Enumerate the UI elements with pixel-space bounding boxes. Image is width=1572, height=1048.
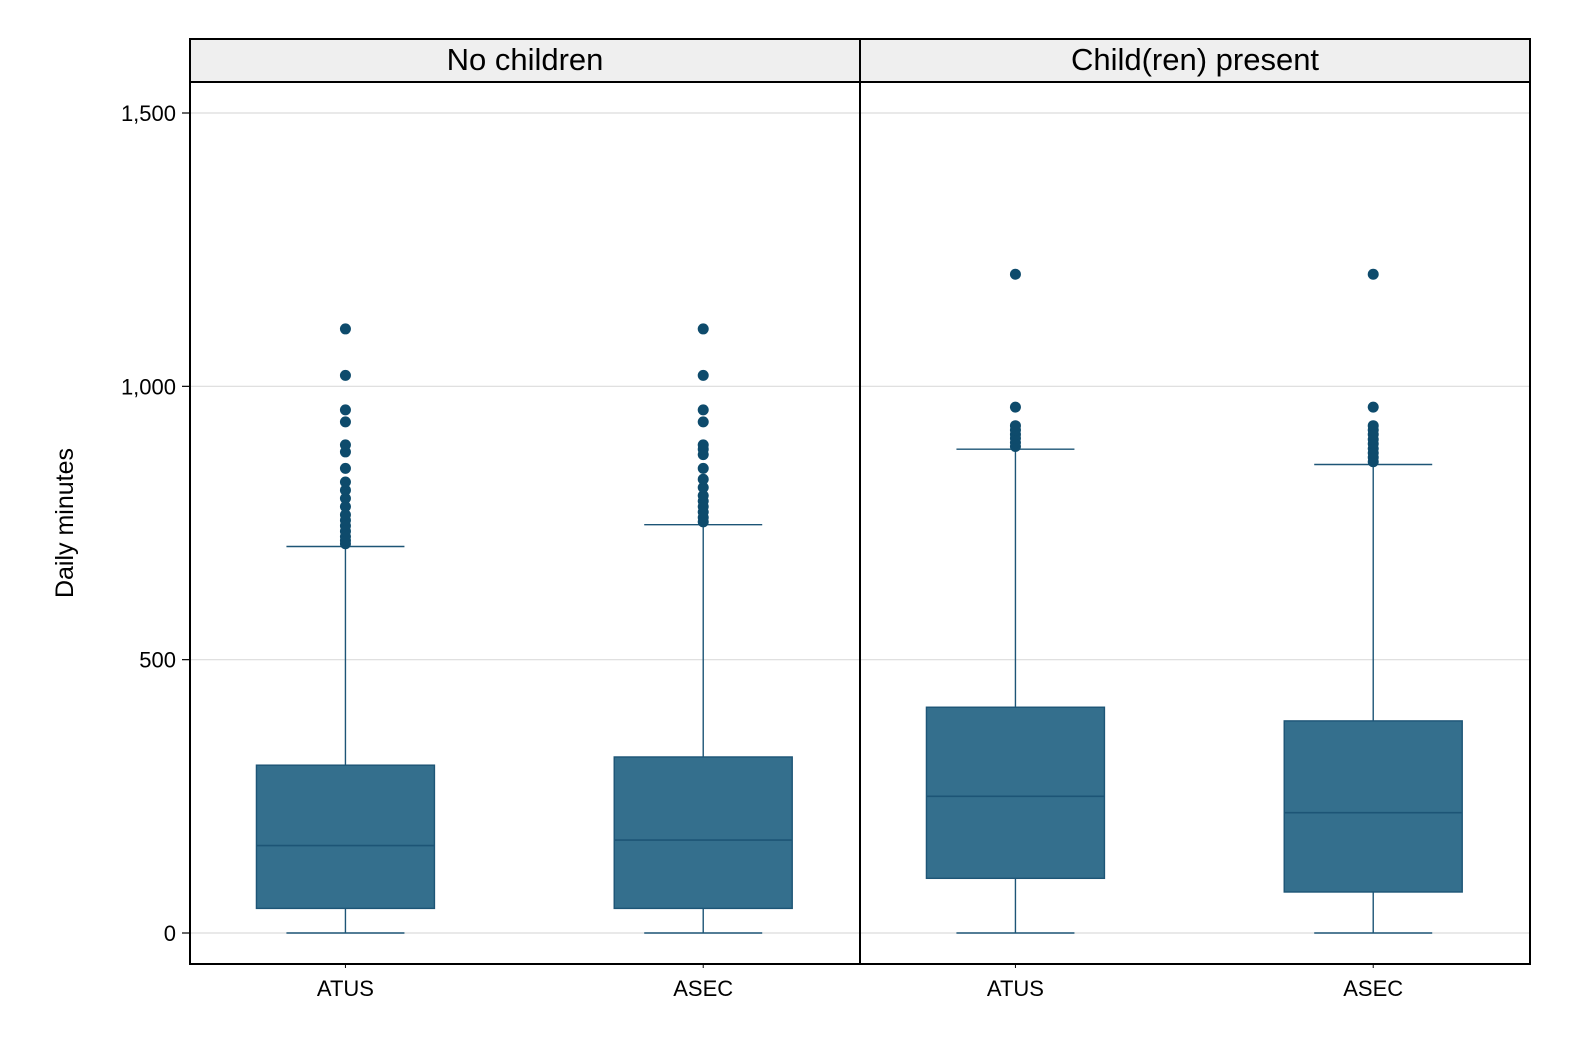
outlier-point bbox=[339, 509, 351, 521]
outlier-point bbox=[339, 369, 351, 381]
outlier-point bbox=[1367, 401, 1379, 413]
x-tick-label: ATUS bbox=[987, 976, 1044, 1001]
panel-header bbox=[859, 38, 1531, 83]
outlier-point bbox=[697, 416, 709, 428]
outlier-point bbox=[339, 484, 351, 496]
outlier-point bbox=[697, 369, 709, 381]
y-tick-label: 0 bbox=[164, 921, 176, 946]
y-tick-label: 500 bbox=[139, 648, 176, 673]
outlier-point bbox=[697, 404, 709, 416]
iqr-box bbox=[925, 706, 1106, 880]
outlier-point bbox=[697, 323, 709, 335]
iqr-box bbox=[1283, 720, 1463, 893]
y-tick-label: 1,000 bbox=[121, 374, 176, 399]
iqr-box bbox=[613, 756, 793, 910]
outlier-point bbox=[339, 492, 351, 504]
box-atus bbox=[255, 323, 436, 934]
panel-title: No children bbox=[447, 42, 604, 77]
panel-2: Child(ren) present ATUS ASEC bbox=[859, 38, 1531, 1001]
outlier-point bbox=[339, 416, 351, 428]
outlier-point bbox=[697, 490, 709, 502]
box-asec bbox=[1283, 268, 1463, 934]
panel-1: No children ATUS ASEC bbox=[189, 38, 861, 1001]
box-atus bbox=[925, 268, 1106, 934]
outlier-point bbox=[339, 476, 351, 488]
outlier-point bbox=[339, 439, 351, 451]
outlier-point bbox=[1367, 268, 1379, 280]
outlier-point bbox=[697, 462, 709, 474]
iqr-box bbox=[255, 764, 436, 910]
outlier-point bbox=[1009, 268, 1021, 280]
panel-header bbox=[189, 38, 861, 83]
x-tick-label: ASEC bbox=[1343, 976, 1403, 1001]
outlier-point bbox=[697, 481, 709, 493]
outlier-point bbox=[339, 501, 351, 513]
panel-frame bbox=[859, 81, 1531, 965]
panel-title: Child(ren) present bbox=[1071, 42, 1319, 77]
panels: No children ATUS ASEC Child(ren) present ATU… bbox=[189, 38, 1531, 1001]
x-tick-label: ATUS bbox=[317, 976, 374, 1001]
outlier-point bbox=[1009, 401, 1021, 413]
outlier-point bbox=[339, 323, 351, 335]
outlier-point bbox=[339, 462, 351, 474]
box-asec bbox=[613, 323, 793, 934]
outlier-point bbox=[697, 473, 709, 485]
y-tick-label: 1,500 bbox=[121, 101, 176, 126]
outlier-point bbox=[1009, 420, 1021, 432]
y-axis-title: Daily minutes bbox=[51, 448, 79, 598]
outlier-point bbox=[697, 439, 709, 451]
outlier-point bbox=[1367, 420, 1379, 432]
y-axis: 0 500 1,000 1,500 bbox=[121, 101, 190, 946]
x-tick-label: ASEC bbox=[673, 976, 733, 1001]
outlier-point bbox=[339, 404, 351, 416]
